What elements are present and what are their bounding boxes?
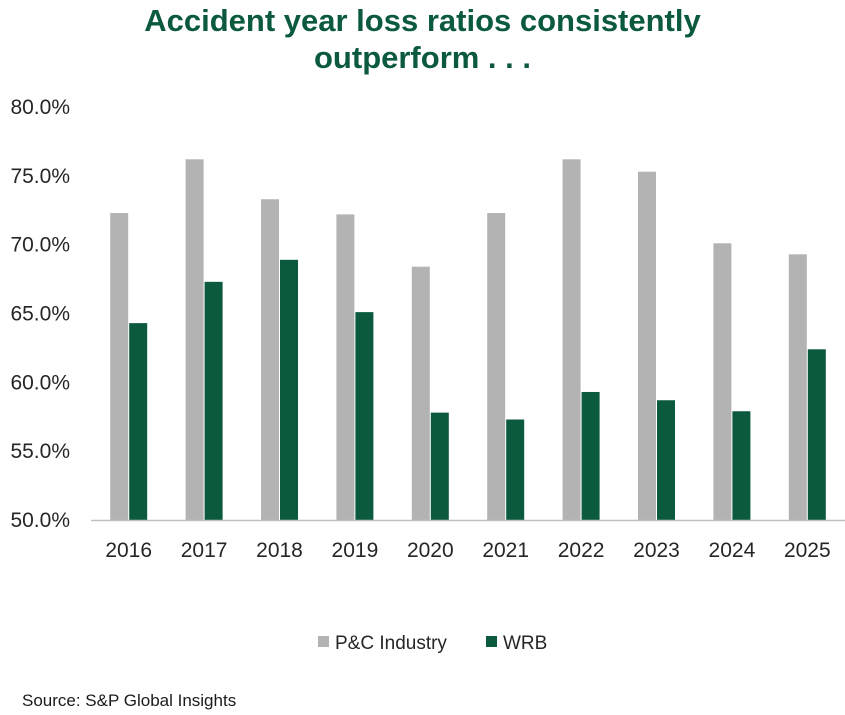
bar-pc-industry — [713, 243, 732, 521]
bar-pc-industry — [788, 254, 807, 520]
chart-title-line-1: Accident year loss ratios consistently — [144, 3, 701, 38]
legend-swatch-wrb — [486, 636, 497, 647]
x-tick-label: 2022 — [558, 539, 605, 562]
bar-wrb — [807, 349, 826, 520]
bar-pc-industry — [110, 213, 129, 520]
bar-wrb — [355, 312, 374, 520]
bar-chart: 50.0% 55.0% 60.0% 65.0% 70.0% 75.0% 80.0% 2016 2… — [10, 96, 845, 654]
chart-title: Accident year loss ratios consistently o… — [0, 2, 845, 76]
bar-pc-industry — [185, 159, 204, 520]
x-tick-label: 2023 — [633, 539, 680, 562]
y-tick-label: 50.0% — [10, 509, 70, 532]
x-tick-label: 2024 — [709, 539, 756, 562]
legend-label-pc-industry: P&C Industry — [335, 633, 447, 654]
bar-pc-industry — [487, 213, 506, 520]
bar-wrb — [657, 400, 675, 520]
y-tick-label: 65.0% — [10, 303, 70, 326]
y-tick-label: 55.0% — [10, 440, 70, 463]
bar-wrb — [430, 412, 449, 520]
x-tick-label: 2021 — [482, 539, 529, 562]
bar-wrb — [204, 281, 223, 520]
y-tick-label: 70.0% — [10, 234, 70, 257]
x-tick-label: 2018 — [256, 539, 303, 562]
bar-pc-industry — [638, 171, 656, 520]
bar-pc-industry — [411, 266, 430, 520]
bar-pc-industry — [336, 214, 355, 520]
x-tick-label: 2016 — [105, 539, 152, 562]
bar-wrb — [280, 259, 298, 520]
bar-pc-industry — [261, 199, 279, 520]
chart-title-line-2: outperform . . . — [314, 40, 531, 75]
y-tick-label: 80.0% — [10, 96, 70, 119]
bar-wrb — [129, 323, 148, 520]
source-note: Source: S&P Global Insights — [22, 691, 237, 710]
y-tick-label: 75.0% — [10, 165, 70, 188]
bar-wrb — [581, 391, 600, 520]
x-tick-label: 2019 — [332, 539, 379, 562]
bar-wrb — [506, 419, 525, 520]
x-tick-label: 2025 — [784, 539, 831, 562]
bar-wrb — [732, 411, 751, 520]
y-tick-label: 60.0% — [10, 371, 70, 394]
x-tick-label: 2017 — [181, 539, 228, 562]
legend-swatch-pc-industry — [318, 636, 329, 647]
x-tick-label: 2020 — [407, 539, 454, 562]
bar-pc-industry — [562, 159, 581, 520]
legend-label-wrb: WRB — [503, 633, 547, 654]
